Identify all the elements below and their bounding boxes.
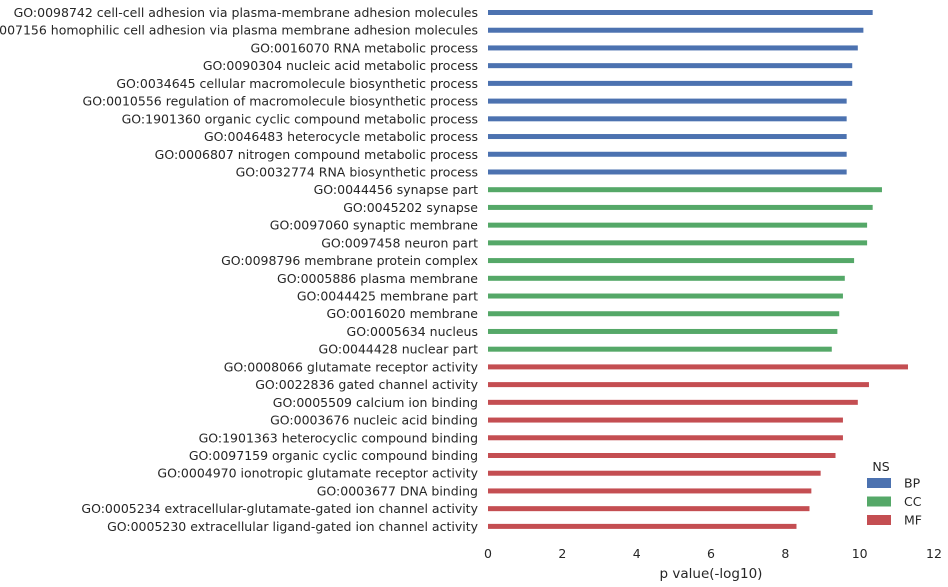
- category-label: GO:0097458 neuron part: [321, 235, 478, 250]
- bar-bp: [488, 80, 853, 86]
- bars-layer: [488, 10, 908, 529]
- category-label: GO:0044428 nuclear part: [319, 342, 479, 357]
- category-label: GO:0005886 plasma membrane: [277, 271, 478, 286]
- category-label: GO:0003677 DNA binding: [317, 483, 478, 498]
- category-label: GO:0003676 nucleic acid binding: [270, 413, 478, 428]
- category-label: GO:0004970 ionotropic glutamate receptor…: [157, 466, 478, 481]
- category-label: GO:0046483 heterocycle metabolic process: [204, 129, 478, 144]
- category-label: GO:0006807 nitrogen compound metabolic p…: [155, 147, 478, 162]
- category-label: GO:0007156 homophilic cell adhesion via …: [0, 23, 478, 38]
- x-tick-label: 12: [926, 546, 942, 561]
- bar-cc: [488, 346, 832, 352]
- legend-label-bp: BP: [904, 476, 921, 491]
- bar-bp: [488, 63, 853, 69]
- category-label: GO:0016070 RNA metabolic process: [250, 40, 478, 55]
- bar-mf: [488, 399, 858, 405]
- legend-title: NS: [872, 459, 889, 474]
- x-tick-label: 0: [484, 546, 492, 561]
- category-label: GO:1901360 organic cyclic compound metab…: [122, 111, 478, 126]
- bar-mf: [488, 470, 821, 476]
- bar-bp: [488, 169, 847, 175]
- legend: NS BP CC MF: [867, 459, 922, 528]
- category-label: GO:0032774 RNA biosynthetic process: [236, 164, 478, 179]
- bar-cc: [488, 328, 838, 334]
- bar-bp: [488, 10, 873, 15]
- bar-bp: [488, 151, 847, 157]
- bar-bp: [488, 134, 847, 140]
- bar-bp: [488, 116, 847, 122]
- legend-swatch-mf: [867, 515, 891, 525]
- bar-bp: [488, 98, 847, 104]
- x-tick-label: 10: [852, 546, 868, 561]
- category-label: GO:0090304 nucleic acid metabolic proces…: [203, 58, 478, 73]
- bar-bp: [488, 27, 864, 33]
- legend-label-mf: MF: [904, 513, 922, 528]
- category-label: GO:0005634 nucleus: [347, 324, 478, 339]
- bar-cc: [488, 293, 843, 299]
- category-label: GO:0016020 membrane: [326, 306, 478, 321]
- bar-cc: [488, 222, 868, 228]
- bar-mf: [488, 523, 797, 529]
- legend-swatch-bp: [867, 478, 891, 488]
- x-tick-label: 8: [781, 546, 789, 561]
- category-label: GO:0044456 synapse part: [314, 182, 478, 197]
- bar-mf: [488, 506, 810, 512]
- bar-mf: [488, 382, 869, 388]
- category-label: GO:0008066 glutamate receptor activity: [224, 359, 479, 374]
- category-label: GO:0044425 membrane part: [297, 289, 478, 304]
- category-label: GO:0034645 cellular macromolecule biosyn…: [116, 76, 478, 91]
- category-label: GO:0005509 calcium ion binding: [273, 395, 478, 410]
- category-labels-layer: GO:0098742 cell-cell adhesion via plasma…: [0, 5, 479, 534]
- x-axis-label: p value(-log10): [660, 566, 763, 582]
- bar-cc: [488, 275, 845, 281]
- category-label: GO:0097060 synaptic membrane: [270, 218, 479, 233]
- bar-mf: [488, 488, 812, 494]
- bar-cc: [488, 240, 868, 246]
- bar-mf: [488, 417, 843, 423]
- category-label: GO:0022836 gated channel activity: [255, 377, 478, 392]
- legend-swatch-cc: [867, 496, 891, 507]
- category-label: GO:1901363 heterocyclic compound binding: [199, 430, 478, 445]
- category-label: GO:0045202 synapse: [343, 200, 478, 215]
- category-label: GO:0005234 extracellular-glutamate-gated…: [81, 501, 478, 516]
- x-axis: p value(-log10) 0 2 4 6 8 10 12: [484, 546, 942, 582]
- legend-label-cc: CC: [904, 494, 922, 509]
- x-tick-label: 6: [707, 546, 715, 561]
- bar-cc: [488, 187, 882, 193]
- x-tick-label: 4: [633, 546, 641, 561]
- bar-mf: [488, 435, 843, 441]
- bar-cc: [488, 258, 855, 264]
- bar-bp: [488, 45, 858, 51]
- x-tick-label: 2: [558, 546, 566, 561]
- bar-mf: [488, 453, 836, 458]
- category-label: GO:0098796 membrane protein complex: [221, 253, 478, 268]
- bar-cc: [488, 204, 873, 210]
- bar-cc: [488, 311, 840, 317]
- category-label: GO:0010556 regulation of macromolecule b…: [83, 94, 478, 109]
- category-label: GO:0005230 extracellular ligand-gated io…: [107, 519, 479, 534]
- bar-mf: [488, 364, 908, 370]
- category-label: GO:0098742 cell-cell adhesion via plasma…: [14, 5, 478, 20]
- category-label: GO:0097159 organic cyclic compound bindi…: [189, 448, 478, 463]
